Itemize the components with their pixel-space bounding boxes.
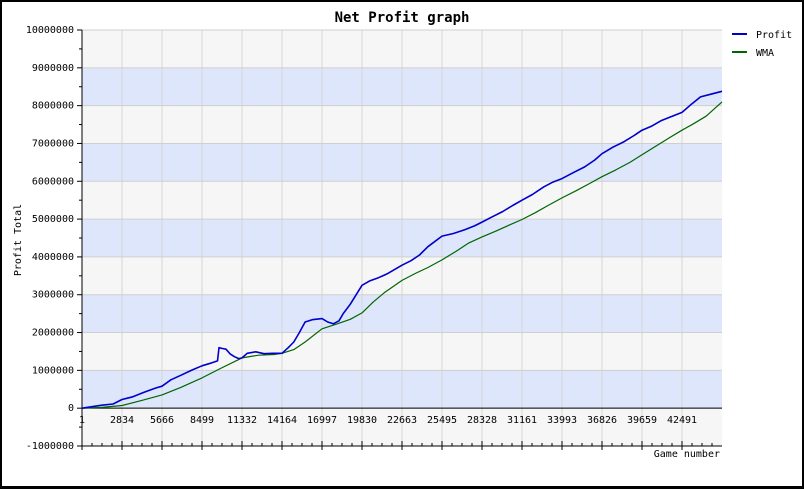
- y-tick-label: 9000000: [32, 63, 74, 74]
- chart-title: Net Profit graph: [335, 10, 470, 26]
- series-line-wma: [81, 101, 723, 409]
- y-tick-label: 5000000: [32, 214, 74, 225]
- x-tick-label: 19830: [347, 415, 377, 426]
- x-tick-label: 28328: [467, 415, 497, 426]
- x-tick-label: 1: [79, 415, 85, 426]
- y-tick-label: 6000000: [32, 176, 74, 187]
- x-axis-label: Game number: [654, 449, 720, 460]
- x-tick-label: 11332: [227, 415, 257, 426]
- x-tick-label: 5666: [150, 415, 174, 426]
- y-tick-label: 8000000: [32, 101, 74, 112]
- x-tick-label: 14164: [267, 415, 297, 426]
- x-tick-label: 42491: [667, 415, 697, 426]
- x-tick-label: 25495: [427, 415, 457, 426]
- legend-label: WMA: [756, 48, 774, 59]
- y-tick-label: -1000000: [26, 441, 74, 452]
- x-tick-label: 22663: [387, 415, 417, 426]
- y-tick-label: 10000000: [26, 25, 74, 36]
- y-tick-label: 3000000: [32, 290, 74, 301]
- y-axis-label: Profit Total: [13, 204, 24, 276]
- series-line-profit: [81, 90, 723, 409]
- x-tick-label: 2834: [110, 415, 134, 426]
- x-tick-label: 16997: [307, 415, 337, 426]
- y-tick-label: 0: [68, 403, 74, 414]
- y-tick-label: 1000000: [32, 365, 74, 376]
- y-tick-label: 7000000: [32, 138, 74, 149]
- x-tick-label: 39659: [627, 415, 657, 426]
- y-tick-label: 4000000: [32, 252, 74, 263]
- y-tick-label: 2000000: [32, 328, 74, 339]
- plot-area: 1000000090000008000000700000060000005000…: [26, 25, 723, 452]
- x-tick-label: 36826: [587, 415, 617, 426]
- legend-label: Profit: [756, 30, 792, 41]
- x-tick-label: 31161: [507, 415, 537, 426]
- x-tick-label: 33993: [547, 415, 577, 426]
- legend: Profit WMA: [732, 30, 792, 59]
- x-tick-label: 8499: [190, 415, 214, 426]
